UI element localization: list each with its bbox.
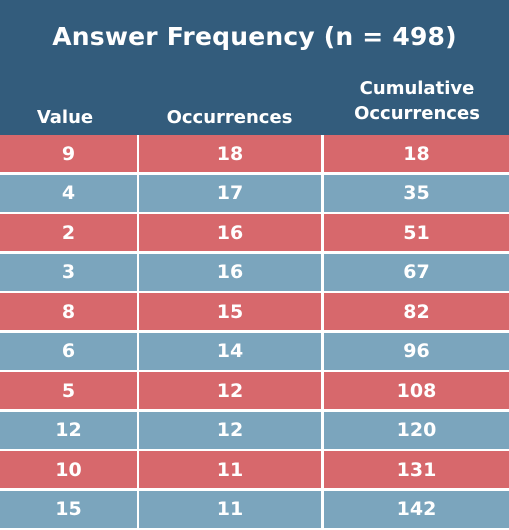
table-row: 8 15 82 <box>0 293 509 333</box>
value-cell: 12 <box>0 411 137 449</box>
value-cell: 9 <box>0 135 137 172</box>
cumulative-cell: 18 <box>324 135 509 172</box>
value-cell: 6 <box>0 332 137 370</box>
table-row: 10 11 131 <box>0 451 509 491</box>
column-header-occurrences: Occurrences <box>139 105 320 130</box>
table-row: 6 14 96 <box>0 332 509 373</box>
occurrences-cell: 12 <box>139 411 321 449</box>
cumulative-cell: 96 <box>324 332 509 370</box>
table-header: Answer Frequency (n = 498) Value Occurre… <box>0 0 509 135</box>
cumulative-cell: 51 <box>324 214 509 251</box>
occurrences-cell: 14 <box>139 332 321 370</box>
value-cell: 10 <box>0 451 137 488</box>
value-cell: 3 <box>0 253 137 291</box>
column-header-cumulative: Cumulative Occurrences <box>325 76 509 126</box>
cumulative-cell: 120 <box>324 411 509 449</box>
value-cell: 4 <box>0 174 137 212</box>
table-body: 9 18 18 4 17 35 2 16 51 3 16 67 8 15 82 6 14 96 5 12 108 12 12… <box>0 135 509 530</box>
value-cell: 8 <box>0 293 137 330</box>
column-header-cumulative-line-1: Cumulative <box>359 78 475 99</box>
cumulative-cell: 131 <box>324 451 509 488</box>
table-row: 2 16 51 <box>0 214 509 254</box>
value-cell: 5 <box>0 372 137 409</box>
occurrences-cell: 18 <box>139 135 321 172</box>
occurrences-cell: 11 <box>139 490 321 528</box>
table-row: 4 17 35 <box>0 174 509 215</box>
cumulative-cell: 82 <box>324 293 509 330</box>
value-cell: 15 <box>0 490 137 528</box>
occurrences-cell: 12 <box>139 372 321 409</box>
cumulative-cell: 35 <box>324 174 509 212</box>
column-header-value-line: Value <box>36 107 94 128</box>
value-cell: 2 <box>0 214 137 251</box>
table-row: 3 16 67 <box>0 253 509 294</box>
column-header-value: Value <box>0 105 130 130</box>
occurrences-cell: 16 <box>139 253 321 291</box>
column-header-occurrences-line: Occurrences <box>166 107 293 128</box>
table-row: 9 18 18 <box>0 135 509 175</box>
column-header-cumulative-line-2: Occurrences <box>354 103 480 124</box>
occurrences-cell: 11 <box>139 451 321 488</box>
table-row: 12 12 120 <box>0 411 509 452</box>
cumulative-cell: 108 <box>324 372 509 409</box>
occurrences-cell: 16 <box>139 214 321 251</box>
table-row: 5 12 108 <box>0 372 509 412</box>
occurrences-cell: 15 <box>139 293 321 330</box>
occurrences-cell: 17 <box>139 174 321 212</box>
table-title: Answer Frequency (n = 498) <box>52 22 457 51</box>
cumulative-cell: 67 <box>324 253 509 291</box>
table-row: 15 11 142 <box>0 490 509 530</box>
cumulative-cell: 142 <box>324 490 509 528</box>
